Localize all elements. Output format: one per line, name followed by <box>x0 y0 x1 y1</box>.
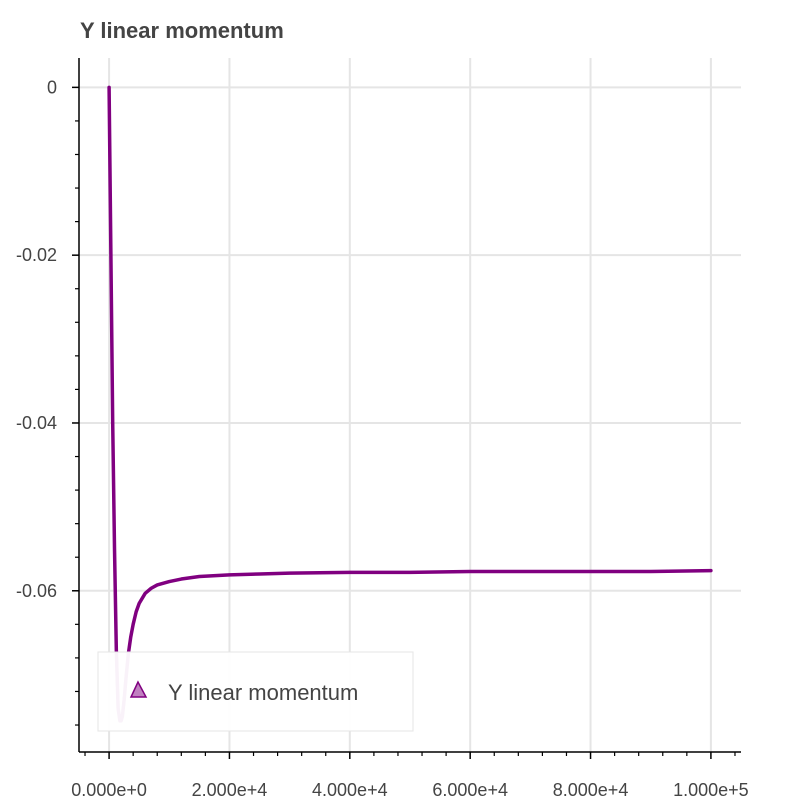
x-tick-label: 8.000e+4 <box>553 780 629 800</box>
grid-lines <box>79 58 741 752</box>
chart-title: Y linear momentum <box>80 18 284 43</box>
axes <box>78 58 741 753</box>
x-tick-label: 0.000e+0 <box>71 780 147 800</box>
y-tick-label: 0 <box>47 77 57 97</box>
y-tick-label: -0.02 <box>16 245 57 265</box>
x-tick-label: 6.000e+4 <box>432 780 508 800</box>
legend-label: Y linear momentum <box>168 680 358 705</box>
series-lines <box>107 85 713 723</box>
series-line <box>107 85 713 723</box>
legend: Y linear momentum <box>97 651 414 732</box>
x-tick-label: 1.000e+5 <box>673 780 749 800</box>
x-tick-label: 4.000e+4 <box>312 780 388 800</box>
y-tick-label: -0.04 <box>16 413 57 433</box>
legend-box <box>97 651 414 732</box>
legend-triangle-icon <box>129 680 148 698</box>
axis-ticks: 0.000e+0 2.000e+4 4.000e+4 6.000e+4 8.000e+4… <box>16 77 749 800</box>
x-tick-label: 2.000e+4 <box>192 780 268 800</box>
y-tick-label: -0.06 <box>16 581 57 601</box>
